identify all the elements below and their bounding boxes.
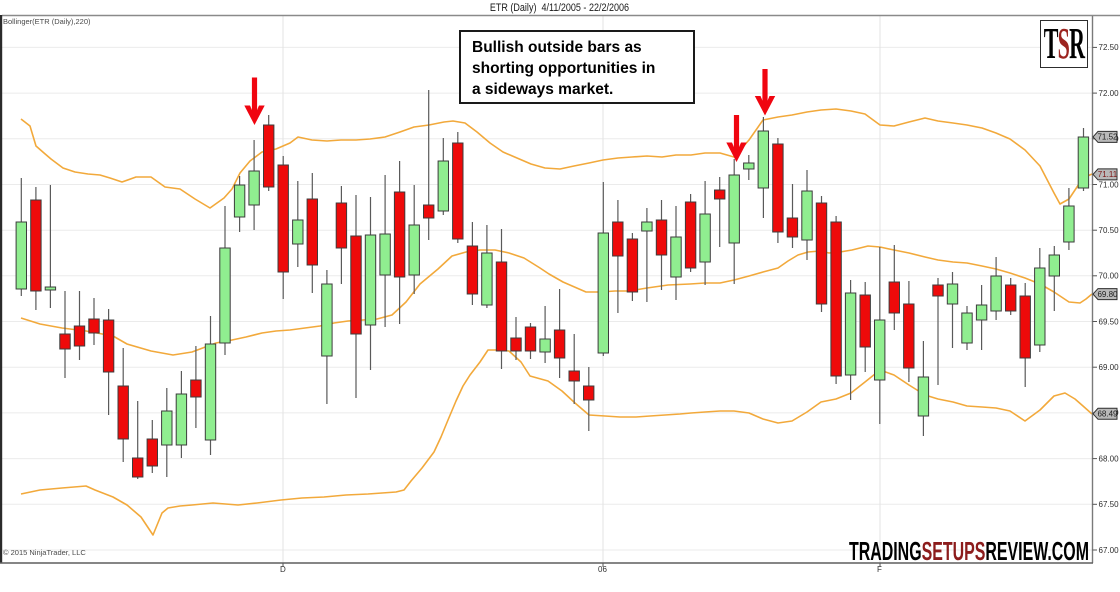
svg-text:67.00: 67.00 [1099, 546, 1120, 555]
svg-text:71.11: 71.11 [1098, 170, 1118, 179]
svg-text:72.00: 72.00 [1099, 89, 1120, 98]
svg-text:71.00: 71.00 [1099, 180, 1120, 189]
svg-text:69.00: 69.00 [1099, 363, 1120, 372]
svg-text:69.50: 69.50 [1099, 317, 1120, 326]
svg-text:70.50: 70.50 [1099, 226, 1120, 235]
svg-text:71.52: 71.52 [1097, 133, 1118, 142]
svg-text:70.00: 70.00 [1099, 272, 1120, 281]
svg-text:68.00: 68.00 [1099, 454, 1120, 463]
svg-text:67.50: 67.50 [1099, 500, 1120, 509]
svg-text:69.80: 69.80 [1097, 290, 1118, 299]
svg-text:72.50: 72.50 [1099, 43, 1120, 52]
svg-text:68.49: 68.49 [1097, 410, 1118, 419]
